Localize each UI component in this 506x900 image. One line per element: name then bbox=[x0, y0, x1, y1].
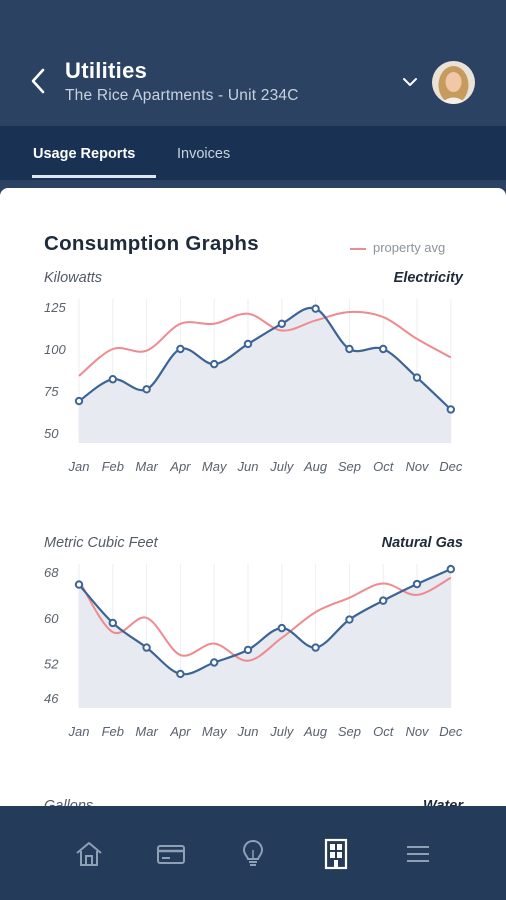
x-tick-label: Apr bbox=[169, 459, 191, 474]
gas-utility-name: Natural Gas bbox=[381, 535, 463, 551]
data-point[interactable] bbox=[412, 579, 422, 589]
chevron-down-icon bbox=[403, 78, 417, 86]
x-tick-label: Jan bbox=[68, 459, 90, 474]
data-point[interactable] bbox=[142, 385, 151, 394]
x-tick-label: Apr bbox=[169, 724, 191, 739]
x-tick-label: Mar bbox=[135, 724, 158, 739]
y-tick-label: 46 bbox=[44, 691, 59, 706]
legend-swatch bbox=[350, 247, 366, 250]
data-point[interactable] bbox=[379, 596, 388, 605]
x-tick-label: Dec bbox=[439, 459, 463, 474]
active-tab-indicator bbox=[32, 175, 156, 178]
nav-utilities[interactable] bbox=[233, 834, 273, 874]
data-point[interactable] bbox=[142, 643, 151, 652]
y-tick-label: 60 bbox=[44, 611, 59, 626]
data-point[interactable] bbox=[277, 319, 286, 328]
y-tick-label: 68 bbox=[44, 565, 59, 580]
page-title: Utilities bbox=[65, 58, 148, 83]
data-point[interactable] bbox=[74, 580, 84, 589]
data-point[interactable] bbox=[345, 344, 354, 354]
back-button[interactable] bbox=[26, 64, 52, 98]
card-icon bbox=[157, 845, 185, 864]
chevron-left-icon bbox=[31, 68, 45, 94]
nav-billing[interactable] bbox=[151, 834, 191, 874]
x-tick-label: Mar bbox=[135, 459, 158, 474]
data-point[interactable] bbox=[108, 375, 118, 384]
x-tick-label: Jun bbox=[237, 459, 259, 474]
building-icon bbox=[324, 838, 348, 870]
y-tick-label: 50 bbox=[44, 426, 59, 441]
data-point[interactable] bbox=[176, 669, 185, 679]
x-tick-label: Aug bbox=[303, 724, 328, 739]
x-tick-label: Feb bbox=[102, 724, 124, 739]
data-point[interactable] bbox=[446, 405, 455, 414]
bottom-nav bbox=[0, 806, 506, 900]
y-tick-label: 75 bbox=[44, 384, 59, 399]
usage-area bbox=[79, 307, 451, 443]
x-tick-label: Aug bbox=[303, 459, 328, 474]
data-point[interactable] bbox=[446, 564, 455, 574]
data-point[interactable] bbox=[379, 344, 388, 354]
y-tick-label: 100 bbox=[44, 342, 66, 357]
data-point[interactable] bbox=[345, 615, 354, 624]
bulb-icon bbox=[242, 839, 264, 866]
x-tick-label: Jun bbox=[237, 724, 259, 739]
x-tick-label: Dec bbox=[439, 724, 463, 739]
tab-usage-reports[interactable]: Usage Reports bbox=[33, 146, 136, 162]
nav-home[interactable] bbox=[69, 834, 109, 874]
property-avg-line bbox=[78, 310, 452, 377]
x-tick-label: Oct bbox=[373, 724, 395, 739]
x-tick-label: Oct bbox=[373, 459, 395, 474]
x-tick-label: Sep bbox=[338, 724, 361, 739]
app-header: Utilities The Rice Apartments - Unit 234… bbox=[0, 0, 506, 126]
gas-chart: 68 60 52 46 Jan Feb Mar Apr May Jun July Aug Sep Oct N… bbox=[44, 564, 463, 739]
property-subtitle: The Rice Apartments - Unit 234C bbox=[65, 87, 299, 104]
data-point[interactable] bbox=[74, 396, 84, 406]
data-point[interactable] bbox=[243, 339, 253, 349]
property-avg-line bbox=[78, 576, 452, 662]
avatar[interactable] bbox=[432, 61, 475, 104]
data-point[interactable] bbox=[210, 359, 219, 369]
menu-icon bbox=[407, 846, 429, 862]
nav-menu[interactable] bbox=[398, 834, 438, 874]
y-tick-label: 125 bbox=[44, 300, 66, 315]
home-icon bbox=[76, 842, 102, 866]
y-tick-label: 52 bbox=[44, 657, 59, 672]
legend: property avg bbox=[350, 240, 445, 255]
data-point[interactable] bbox=[311, 643, 320, 652]
data-point[interactable] bbox=[311, 304, 320, 313]
tab-bar: Usage Reports Invoices bbox=[0, 126, 506, 180]
x-tick-label: Nov bbox=[405, 724, 430, 739]
x-tick-label: July bbox=[269, 724, 295, 739]
legend-label: property avg bbox=[373, 240, 446, 255]
card-title: Consumption Graphs bbox=[44, 232, 259, 255]
tab-invoices[interactable]: Invoices bbox=[177, 146, 231, 162]
x-tick-label: May bbox=[202, 459, 228, 474]
usage-area bbox=[79, 569, 451, 708]
consumption-card: Consumption Graphs property avg Kilowatt… bbox=[0, 188, 506, 828]
gas-ylabel: Metric Cubic Feet bbox=[44, 535, 158, 551]
unit-dropdown-button[interactable] bbox=[400, 74, 420, 90]
data-point[interactable] bbox=[108, 618, 118, 628]
x-tick-label: Jan bbox=[68, 724, 90, 739]
nav-unit[interactable] bbox=[316, 834, 356, 874]
data-point[interactable] bbox=[176, 344, 185, 354]
x-tick-label: July bbox=[269, 459, 295, 474]
data-point[interactable] bbox=[412, 373, 422, 382]
electricity-utility-name: Electricity bbox=[393, 270, 463, 286]
data-point[interactable] bbox=[277, 623, 286, 633]
x-tick-label: Sep bbox=[338, 459, 361, 474]
data-point[interactable] bbox=[243, 645, 253, 655]
user-photo-icon bbox=[432, 61, 475, 104]
electricity-chart: 125 100 75 50 Jan Feb Mar Apr May Jun July Aug Sep Oc… bbox=[44, 299, 463, 474]
x-tick-label: Nov bbox=[405, 459, 430, 474]
electricity-ylabel: Kilowatts bbox=[44, 270, 103, 286]
data-point[interactable] bbox=[210, 658, 219, 667]
x-tick-label: Feb bbox=[102, 459, 124, 474]
x-tick-label: May bbox=[202, 724, 228, 739]
